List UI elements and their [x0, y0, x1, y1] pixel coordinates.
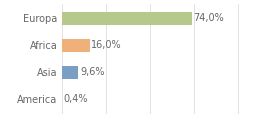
- Text: 74,0%: 74,0%: [193, 13, 224, 23]
- Bar: [62, 12, 192, 25]
- Text: 9,6%: 9,6%: [80, 67, 104, 77]
- Text: 16,0%: 16,0%: [91, 40, 122, 50]
- Bar: [62, 66, 78, 79]
- Bar: [62, 39, 90, 52]
- Text: 0,4%: 0,4%: [64, 94, 88, 104]
